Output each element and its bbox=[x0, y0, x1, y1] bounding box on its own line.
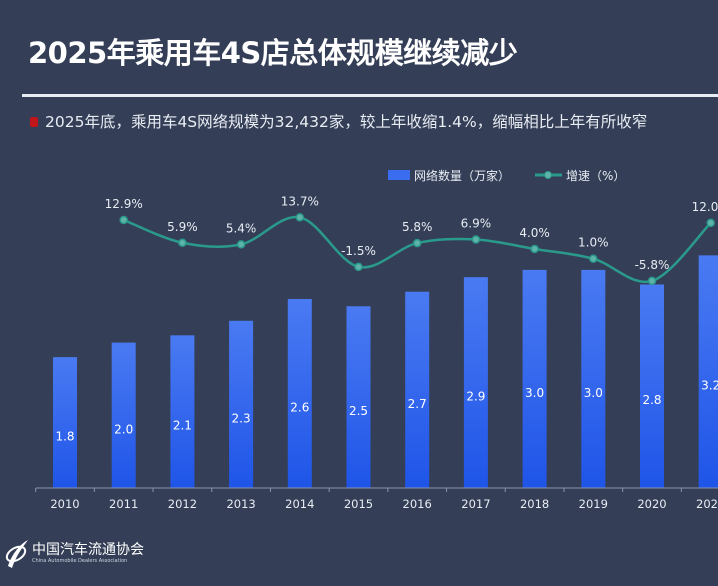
subtitle-text: 2025年底，乘用车4S网络规模为32,432家，较上年收缩1.4%，缩幅相比上… bbox=[45, 113, 648, 131]
x-tick-label: 2014 bbox=[285, 497, 314, 511]
bar bbox=[463, 277, 488, 488]
page-title: 2025年乘用车4S店总体规模继续减少 bbox=[28, 36, 518, 70]
bullet-icon bbox=[30, 117, 38, 127]
growth-value-label: 1.0% bbox=[578, 236, 609, 250]
x-tick-label: 2019 bbox=[579, 497, 608, 511]
bar-value-label: 2.9 bbox=[466, 390, 485, 404]
growth-marker bbox=[530, 244, 539, 254]
x-tick-label: 2013 bbox=[226, 497, 255, 511]
growth-value-label: 6.9% bbox=[461, 217, 492, 231]
bar-value-label: 2.8 bbox=[642, 393, 661, 407]
growth-marker bbox=[706, 218, 715, 228]
growth-marker bbox=[178, 238, 187, 248]
bar-value-label: 2.3 bbox=[232, 411, 251, 425]
growth-value-label: 5.9% bbox=[167, 220, 198, 234]
bar-value-label: 3.0 bbox=[525, 386, 544, 400]
bar bbox=[229, 320, 254, 488]
bar-value-label: 2.1 bbox=[173, 419, 192, 433]
growth-value-label: 12.9% bbox=[105, 197, 143, 211]
x-tick-label: 2018 bbox=[520, 497, 549, 511]
subtitle: 2025年底，乘用车4S网络规模为32,432家，较上年收缩1.4%，缩幅相比上… bbox=[30, 110, 647, 132]
growth-value-label: 12.0% bbox=[692, 200, 718, 214]
bar bbox=[111, 342, 136, 488]
growth-value-label: 5.8% bbox=[402, 220, 433, 234]
legend: 网络数量（万家） 增速（%） bbox=[388, 168, 625, 183]
x-tick-label: 2020 bbox=[637, 497, 666, 511]
x-tick-label: 2015 bbox=[344, 497, 373, 511]
growth-marker bbox=[589, 254, 598, 263]
bar bbox=[581, 269, 606, 488]
bar-value-label: 1.8 bbox=[55, 430, 74, 444]
growth-marker bbox=[236, 240, 246, 249]
growth-marker bbox=[471, 235, 481, 244]
legend-line-marker bbox=[544, 171, 552, 179]
logo: 中国汽车流通协会 China Automobile Dealers Associ… bbox=[2, 536, 144, 570]
x-tick-label: 2011 bbox=[109, 497, 138, 511]
legend-line-label: 增速（%） bbox=[566, 169, 625, 183]
bar-value-label: 3.2 bbox=[701, 379, 718, 393]
growth-marker bbox=[119, 215, 128, 225]
bar bbox=[698, 255, 718, 488]
bar bbox=[287, 298, 312, 488]
x-tick-label: 2010 bbox=[50, 497, 79, 511]
growth-value-label: 13.7% bbox=[281, 194, 319, 208]
logo-text-en: China Automobile Dealers Association bbox=[32, 558, 128, 564]
bar-value-label: 2.5 bbox=[349, 404, 368, 418]
bar-value-label: 2.0 bbox=[114, 422, 133, 436]
legend-bar-label: 网络数量（万家） bbox=[414, 168, 510, 183]
growth-value-label: 4.0% bbox=[519, 226, 550, 240]
x-tick-label: 2016 bbox=[403, 497, 432, 511]
x-tick-label: 2012 bbox=[168, 497, 197, 511]
association-logo-icon bbox=[5, 540, 28, 568]
growth-marker bbox=[412, 238, 422, 248]
growth-marker bbox=[295, 213, 305, 222]
bar-value-label: 2.6 bbox=[290, 400, 309, 414]
title-divider bbox=[22, 94, 718, 97]
bar bbox=[53, 357, 77, 488]
bar-value-label: 3.0 bbox=[584, 386, 603, 400]
growth-value-label: 5.4% bbox=[226, 221, 257, 235]
bar bbox=[170, 335, 195, 488]
legend-bar-swatch bbox=[388, 170, 410, 180]
growth-value-label: -5.8% bbox=[635, 258, 670, 272]
logo-text-cn: 中国汽车流通协会 bbox=[32, 542, 144, 558]
x-tick-label: 2017 bbox=[461, 497, 490, 511]
growth-value-label: -1.5% bbox=[341, 244, 376, 258]
bar bbox=[405, 291, 430, 488]
growth-marker bbox=[647, 276, 657, 286]
bar bbox=[640, 284, 664, 488]
growth-marker bbox=[354, 262, 363, 272]
bar bbox=[346, 306, 371, 488]
bar-value-label: 2.7 bbox=[408, 397, 427, 411]
bar bbox=[522, 269, 547, 488]
